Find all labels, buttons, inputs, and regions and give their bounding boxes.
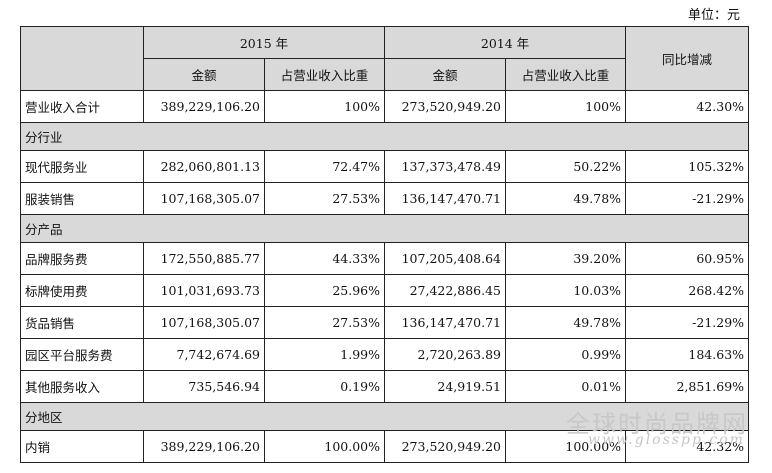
share-2014-cell: 49.78% bbox=[505, 182, 627, 215]
yoy-cell: 42.32% bbox=[625, 430, 750, 463]
amount-2014-cell: 137,373,478.49 bbox=[384, 150, 507, 183]
amount-2014-cell: 136,147,470.71 bbox=[384, 182, 507, 215]
header-blank bbox=[20, 26, 144, 91]
amount-2015-cell: 389,229,106.20 bbox=[143, 430, 265, 463]
row-label: 园区平台服务费 bbox=[20, 338, 144, 371]
section-label: 分行业 bbox=[19, 122, 750, 151]
yoy-cell: 268.42% bbox=[625, 274, 750, 307]
section-row: 分行业 bbox=[19, 122, 750, 151]
table-row: 标牌使用费 101,031,693.73 25.96% 27,422,886.45 10… bbox=[20, 274, 750, 307]
row-label: 其他服务收入 bbox=[20, 370, 144, 403]
amount-2014-cell: 2,720,263.89 bbox=[384, 338, 507, 371]
share-2014-cell: 49.78% bbox=[505, 306, 627, 339]
row-label: 品牌服务费 bbox=[20, 242, 144, 275]
amount-2015-cell: 389,229,106.20 bbox=[143, 90, 265, 123]
share-2015-cell: 100.00% bbox=[263, 430, 386, 463]
share-2014-cell: 100.00% bbox=[505, 430, 627, 463]
share-2015-cell: 72.47% bbox=[263, 150, 386, 183]
amount-2015-cell: 7,742,674.69 bbox=[143, 338, 265, 371]
header-share-2014: 占营业收入比重 bbox=[505, 58, 627, 91]
yoy-cell: 2,851.69% bbox=[625, 370, 750, 403]
row-label: 货品销售 bbox=[20, 306, 144, 339]
share-2015-cell: 100% bbox=[263, 90, 386, 123]
amount-2015-cell: 735,546.94 bbox=[143, 370, 265, 403]
share-2015-cell: 44.33% bbox=[263, 242, 386, 275]
amount-2014-cell: 27,422,886.45 bbox=[384, 274, 507, 307]
amount-2015-cell: 282,060,801.13 bbox=[143, 150, 265, 183]
amount-2014-cell: 107,205,408.64 bbox=[384, 242, 507, 275]
header-2015: 2015 年 bbox=[142, 26, 386, 59]
share-2014-cell: 39.20% bbox=[505, 242, 627, 275]
share-2014-cell: 50.22% bbox=[505, 150, 627, 183]
share-2014-cell: 0.99% bbox=[505, 338, 627, 371]
amount-2015-cell: 107,168,305.07 bbox=[143, 306, 265, 339]
row-label: 现代服务业 bbox=[20, 150, 144, 183]
header-yoy: 同比增减 bbox=[625, 26, 750, 91]
amount-2014-cell: 273,520,949.20 bbox=[384, 90, 507, 123]
yoy-cell: -21.29% bbox=[625, 182, 750, 215]
yoy-cell: 42.30% bbox=[625, 90, 750, 123]
row-label: 营业收入合计 bbox=[20, 90, 144, 123]
share-2014-cell: 100% bbox=[505, 90, 627, 123]
yoy-cell: -21.29% bbox=[625, 306, 750, 339]
table-row: 品牌服务费 172,550,885.77 44.33% 107,205,408.64 3… bbox=[20, 242, 750, 275]
table-row: 现代服务业 282,060,801.13 72.47% 137,373,478.49 5… bbox=[20, 150, 750, 183]
table-row: 内销 389,229,106.20 100.00% 273,520,949.20 100… bbox=[20, 430, 750, 463]
share-2014-cell: 10.03% bbox=[505, 274, 627, 307]
amount-2014-cell: 24,919.51 bbox=[384, 370, 507, 403]
table-body: 营业收入合计 389,229,106.20 100% 273,520,949.20 10… bbox=[19, 90, 750, 463]
yoy-cell: 60.95% bbox=[625, 242, 750, 275]
header-amount-2014: 金额 bbox=[384, 58, 507, 91]
amount-2015-cell: 107,168,305.07 bbox=[143, 182, 265, 215]
amount-2015-cell: 172,550,885.77 bbox=[143, 242, 265, 275]
share-2015-cell: 27.53% bbox=[263, 182, 386, 215]
share-2015-cell: 1.99% bbox=[263, 338, 386, 371]
section-row: 分产品 bbox=[19, 214, 750, 243]
yoy-cell: 105.32% bbox=[625, 150, 750, 183]
amount-2015-cell: 101,031,693.73 bbox=[143, 274, 265, 307]
row-label: 标牌使用费 bbox=[20, 274, 144, 307]
row-label: 服装销售 bbox=[20, 182, 144, 215]
table-row: 营业收入合计 389,229,106.20 100% 273,520,949.20 10… bbox=[20, 90, 750, 123]
unit-label: 单位：元 bbox=[688, 8, 741, 23]
header-amount-2015: 金额 bbox=[143, 58, 265, 91]
section-label: 分产品 bbox=[19, 214, 750, 243]
revenue-table: 2015 年 2014 年 同比增减 金额 占营业收入比重 金额 占营业收入比重… bbox=[19, 26, 750, 463]
row-label: 内销 bbox=[20, 430, 144, 463]
header-share-2015: 占营业收入比重 bbox=[263, 58, 386, 91]
yoy-cell: 184.63% bbox=[625, 338, 750, 371]
amount-2014-cell: 136,147,470.71 bbox=[384, 306, 507, 339]
header-2014: 2014 年 bbox=[384, 26, 627, 59]
share-2015-cell: 25.96% bbox=[263, 274, 386, 307]
share-2015-cell: 27.53% bbox=[263, 306, 386, 339]
share-2015-cell: 0.19% bbox=[263, 370, 386, 403]
table-row: 货品销售 107,168,305.07 27.53% 136,147,470.71 49… bbox=[20, 306, 750, 339]
section-label: 分地区 bbox=[19, 402, 750, 431]
section-row: 分地区 bbox=[19, 402, 750, 431]
table-row: 其他服务收入 735,546.94 0.19% 24,919.51 0.01% 2,851… bbox=[20, 370, 750, 403]
amount-2014-cell: 273,520,949.20 bbox=[384, 430, 507, 463]
share-2014-cell: 0.01% bbox=[505, 370, 627, 403]
table-row: 园区平台服务费 7,742,674.69 1.99% 2,720,263.89 0.99… bbox=[20, 338, 750, 371]
table-row: 服装销售 107,168,305.07 27.53% 136,147,470.71 49… bbox=[20, 182, 750, 215]
